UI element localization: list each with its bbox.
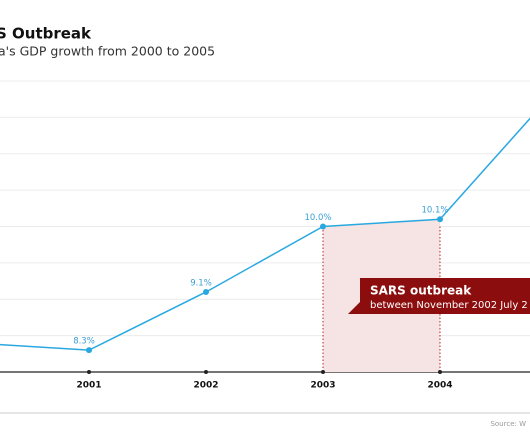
data-label: 10.0%	[304, 213, 331, 223]
annotation-region: SARS outbreak between November 2002 July …	[322, 219, 530, 372]
x-tick-label: 2002	[193, 381, 218, 391]
data-label: 8.3%	[73, 337, 95, 347]
point	[320, 223, 326, 230]
x-tick-dot	[321, 370, 325, 374]
annotation-title: SARS outbreak	[370, 284, 472, 298]
data-label: 9.1%	[190, 278, 212, 288]
x-tick-dot	[438, 370, 442, 374]
chart-title: S Outbreak	[0, 25, 92, 43]
line	[0, 117, 530, 351]
chart-subtitle: a's GDP growth from 2000 to 2005	[0, 44, 215, 59]
annotation-box	[360, 278, 530, 314]
annotation-text: between November 2002 July 2	[370, 300, 528, 311]
point	[203, 288, 209, 295]
x-tick-label: 2004	[427, 381, 452, 391]
plot: 2001 8.3% 2002 9.1% 2003 10.0% 2004 10.1%	[0, 117, 530, 391]
x-tick-label: 2003	[310, 381, 335, 391]
point	[86, 347, 92, 354]
point	[437, 216, 443, 223]
grid	[0, 80, 530, 373]
data-label: 10.1%	[421, 206, 448, 216]
x-tick-dot	[204, 370, 208, 374]
x-tick-dot	[87, 370, 91, 374]
x-tick-label: 2001	[76, 381, 101, 391]
source: Source: W	[490, 420, 526, 428]
